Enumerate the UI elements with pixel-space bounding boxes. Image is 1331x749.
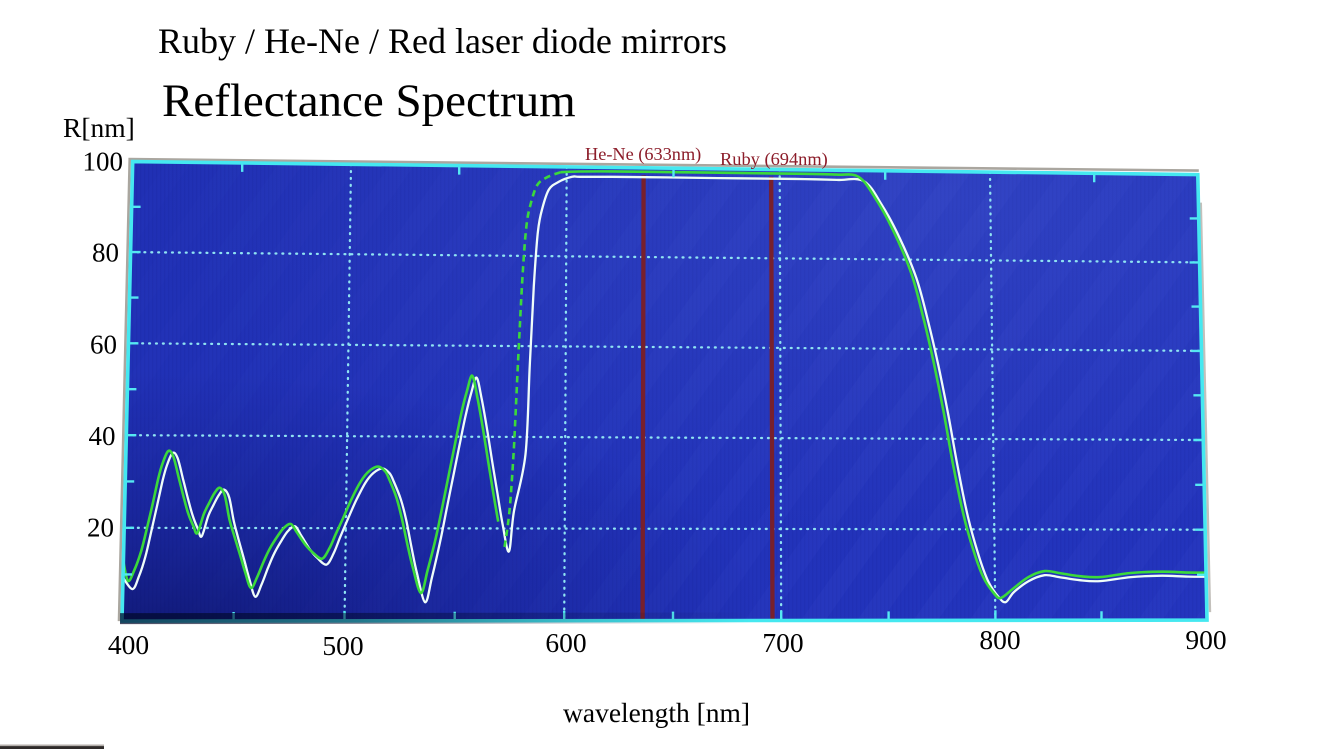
svg-text:Ruby / He-Ne / Red laser diode: Ruby / He-Ne / Red laser diode mirrors [158,21,727,61]
svg-text:60: 60 [90,330,117,360]
svg-text:20: 20 [87,513,114,543]
svg-text:900: 900 [1185,624,1226,655]
svg-text:Ruby (694nm): Ruby (694nm) [720,149,828,170]
svg-text:80: 80 [92,238,119,268]
svg-text:R[nm]: R[nm] [63,112,135,143]
svg-text:40: 40 [89,421,116,451]
svg-text:600: 600 [545,627,586,658]
svg-text:700: 700 [762,627,803,658]
svg-text:wavelength [nm]: wavelength [nm] [563,697,750,728]
svg-text:He-Ne (633nm): He-Ne (633nm) [585,144,701,165]
svg-text:100: 100 [83,147,124,177]
svg-text:500: 500 [322,630,363,661]
svg-text:800: 800 [979,624,1020,655]
svg-text:Reflectance Spectrum: Reflectance Spectrum [162,75,576,127]
svg-text:400: 400 [108,629,149,660]
